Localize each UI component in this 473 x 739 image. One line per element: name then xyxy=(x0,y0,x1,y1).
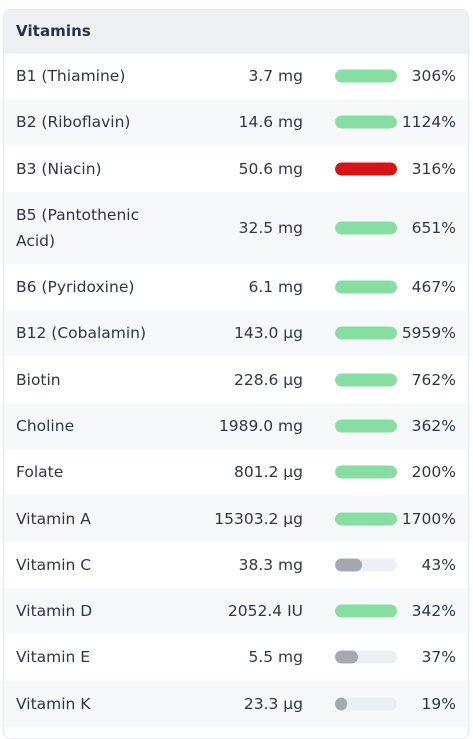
vitamin-name: B3 (Niacin) xyxy=(16,159,102,178)
percent-daily-value: 5959% xyxy=(401,324,456,343)
vitamin-amount: 3.7 mg xyxy=(248,67,303,86)
vitamin-row: Choline 1989.0 mg 362% xyxy=(4,402,468,450)
percent-daily-value: 1124% xyxy=(401,113,456,132)
vitamins-panel: Vitamins B1 (Thiamine) 3.7 mg 306% B2 (Ribo… xyxy=(3,9,469,739)
progress-bar xyxy=(335,697,397,711)
vitamin-amount: 38.3 mg xyxy=(238,555,303,574)
progress-bar-fill xyxy=(335,465,397,479)
percent-daily-value: 200% xyxy=(411,463,456,482)
progress-bar-fill xyxy=(335,280,397,294)
vitamin-row: B2 (Riboflavin) 14.6 mg 1124% xyxy=(4,99,468,146)
progress-bar-fill xyxy=(335,162,397,176)
progress-bar xyxy=(335,280,397,294)
percent-daily-value: 316% xyxy=(411,159,456,178)
progress-bar xyxy=(335,69,397,83)
progress-bar-fill xyxy=(335,558,362,572)
progress-bar-fill xyxy=(335,373,397,387)
vitamin-row: Folate 801.2 µg 200% xyxy=(4,449,468,495)
vitamin-row: B12 (Cobalamin) 143.0 µg 5959% xyxy=(4,310,468,357)
panel-title: Vitamins xyxy=(4,10,468,53)
percent-daily-value: 19% xyxy=(421,694,456,713)
percent-daily-value: 37% xyxy=(421,648,456,667)
percent-daily-value: 306% xyxy=(411,67,456,86)
progress-bar-fill xyxy=(335,419,397,433)
vitamin-name: B1 (Thiamine) xyxy=(16,67,126,86)
vitamin-row: Vitamin C 38.3 mg 43% xyxy=(4,542,468,588)
vitamin-row: Vitamin K 23.3 µg 19% xyxy=(4,680,468,727)
progress-bar-fill xyxy=(335,697,347,711)
vitamin-amount: 5.5 mg xyxy=(248,648,303,667)
progress-bar xyxy=(335,221,397,235)
vitamin-name: Vitamin K xyxy=(16,694,91,713)
vitamin-name: Folate xyxy=(16,463,64,482)
vitamin-row: B5 (Pantothenic Acid) 32.5 mg 651% xyxy=(4,191,468,264)
progress-bar-fill xyxy=(335,326,397,340)
progress-bar-fill xyxy=(335,512,397,526)
vitamin-row: Vitamin A 15303.2 µg 1700% xyxy=(4,495,468,542)
vitamin-amount: 143.0 µg xyxy=(233,324,303,343)
vitamin-amount: 23.3 µg xyxy=(243,694,303,713)
vitamin-row: B3 (Niacin) 50.6 mg 316% xyxy=(4,146,468,192)
vitamin-name: Vitamin A xyxy=(16,509,91,528)
progress-bar-fill xyxy=(335,604,397,618)
vitamin-amount: 32.5 mg xyxy=(238,218,303,237)
vitamin-amount: 801.2 µg xyxy=(233,463,303,482)
progress-bar xyxy=(335,162,397,176)
progress-bar-fill xyxy=(335,115,397,129)
vitamin-name: Vitamin C xyxy=(16,555,92,574)
percent-daily-value: 762% xyxy=(411,370,456,389)
vitamin-name: B5 (Pantothenic Acid) xyxy=(16,205,140,250)
vitamin-amount: 228.6 µg xyxy=(233,370,303,389)
progress-bar xyxy=(335,512,397,526)
vitamin-row: Vitamin D 2052.4 IU 342% xyxy=(4,587,468,635)
vitamin-row: Biotin 228.6 µg 762% xyxy=(4,356,468,402)
progress-bar-fill xyxy=(335,650,358,664)
vitamin-amount: 14.6 mg xyxy=(238,113,303,132)
percent-daily-value: 362% xyxy=(411,416,456,435)
progress-bar xyxy=(335,650,397,664)
percent-daily-value: 1700% xyxy=(401,509,456,528)
progress-bar xyxy=(335,115,397,129)
progress-bar-fill xyxy=(335,69,397,83)
vitamin-amount: 1989.0 mg xyxy=(218,416,303,435)
percent-daily-value: 651% xyxy=(411,218,456,237)
vitamin-amount: 15303.2 µg xyxy=(214,509,303,528)
progress-bar-fill xyxy=(335,221,397,235)
progress-bar xyxy=(335,604,397,618)
progress-bar xyxy=(335,326,397,340)
vitamin-amount: 50.6 mg xyxy=(238,159,303,178)
vitamin-amount: 2052.4 IU xyxy=(227,602,303,621)
vitamin-name: B6 (Pyridoxine) xyxy=(16,278,135,297)
vitamin-name: B12 (Cobalamin) xyxy=(16,324,147,343)
percent-daily-value: 342% xyxy=(411,602,456,621)
progress-bar xyxy=(335,419,397,433)
progress-bar xyxy=(335,465,397,479)
vitamin-name: Vitamin E xyxy=(16,648,91,667)
vitamin-row: B6 (Pyridoxine) 6.1 mg 467% xyxy=(4,264,468,310)
vitamin-list: B1 (Thiamine) 3.7 mg 306% B2 (Riboflavin) 14… xyxy=(4,53,468,727)
percent-daily-value: 467% xyxy=(411,278,456,297)
progress-bar xyxy=(335,558,397,572)
vitamin-name: B2 (Riboflavin) xyxy=(16,113,131,132)
vitamin-amount: 6.1 mg xyxy=(248,278,303,297)
progress-bar xyxy=(335,373,397,387)
vitamin-row: B1 (Thiamine) 3.7 mg 306% xyxy=(4,53,468,99)
vitamin-row: Vitamin E 5.5 mg 37% xyxy=(4,634,468,680)
vitamin-name: Biotin xyxy=(16,370,61,389)
percent-daily-value: 43% xyxy=(421,555,456,574)
vitamin-name: Choline xyxy=(16,416,75,435)
vitamin-name: Vitamin D xyxy=(16,602,93,621)
